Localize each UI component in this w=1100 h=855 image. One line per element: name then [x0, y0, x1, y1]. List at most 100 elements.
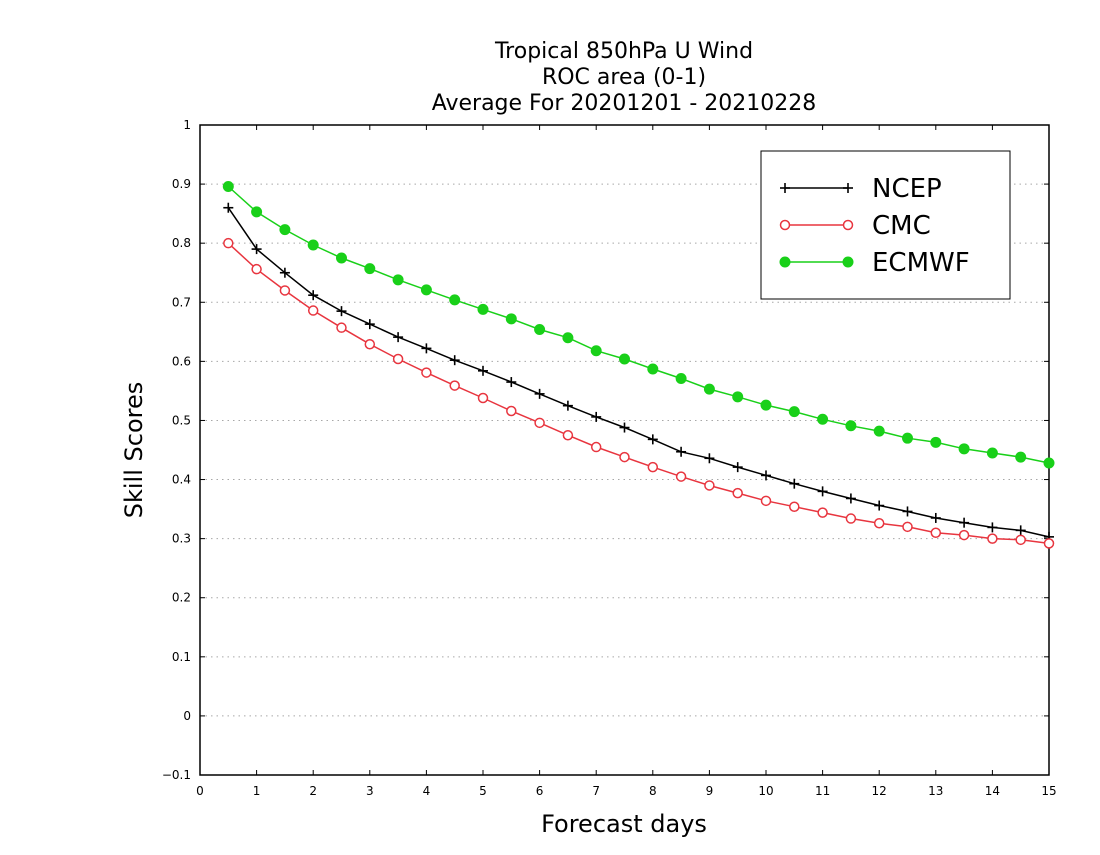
y-tick-label: 0.9: [172, 177, 191, 191]
legend-box: [760, 150, 1011, 300]
x-tick-label: 3: [366, 784, 374, 798]
data-point: [392, 274, 404, 286]
data-point: [421, 343, 432, 354]
data-point: [222, 180, 234, 192]
y-tick-label: 0.2: [172, 591, 191, 605]
data-point: [534, 417, 545, 429]
data-point: [307, 305, 319, 316]
data-point: [987, 533, 998, 544]
data-point: [619, 422, 630, 433]
data-point: [279, 285, 291, 296]
data-point: [251, 244, 262, 255]
data-point: [392, 353, 404, 365]
y-tick-label: −0.1: [162, 768, 191, 782]
data-point: [364, 319, 375, 330]
x-tick-label: 9: [706, 784, 714, 798]
data-point: [562, 332, 574, 344]
data-point: [619, 353, 630, 365]
x-tick-label: 7: [592, 784, 600, 798]
y-tick-label: 0.7: [172, 295, 191, 309]
legend-item-ecmwf: ECMWF: [779, 248, 970, 278]
data-point: [421, 367, 432, 378]
y-tick-label: 0.6: [172, 354, 191, 368]
data-point: [845, 493, 856, 504]
data-point: [732, 487, 743, 499]
data-point: [647, 434, 658, 445]
data-point: [364, 263, 376, 275]
data-point: [534, 323, 546, 335]
data-point: [336, 322, 347, 333]
y-tick-label: 0: [183, 709, 191, 723]
series-cmc: [223, 237, 1055, 549]
data-point: [647, 461, 659, 473]
data-point: [789, 501, 800, 512]
x-tick-label: 11: [815, 784, 830, 798]
x-tick-label: 6: [536, 784, 544, 798]
y-tick-label: 0.5: [172, 413, 191, 427]
data-point: [505, 313, 517, 325]
data-point: [732, 462, 743, 473]
data-point: [506, 377, 517, 388]
data-point: [279, 267, 290, 278]
x-tick-label: 10: [758, 784, 773, 798]
y-axis-label: Skill Scores: [120, 382, 148, 519]
data-point: [958, 529, 970, 541]
data-point: [675, 471, 687, 482]
data-point: [676, 446, 687, 457]
data-point: [930, 512, 941, 523]
data-point: [930, 436, 942, 448]
data-point: [902, 432, 913, 444]
legend-label: NCEP: [872, 174, 942, 204]
data-point: [393, 332, 404, 343]
x-tick-label: 1: [253, 784, 261, 798]
y-tick-label: 1: [183, 118, 191, 132]
x-tick-label: 0: [196, 784, 204, 798]
data-point: [1015, 451, 1027, 463]
chart-title-line-2: Average For 20201201 - 20210228: [432, 91, 817, 116]
data-point: [760, 399, 772, 411]
data-point: [619, 451, 630, 463]
data-point: [336, 252, 347, 264]
data-point: [223, 237, 234, 249]
plot-frame: [199, 124, 1050, 776]
x-tick-label: 4: [423, 784, 431, 798]
data-point: [1015, 534, 1026, 546]
data-point: [675, 373, 687, 384]
data-point: [562, 400, 573, 411]
data-point: [704, 453, 715, 464]
y-tick-label: 0.4: [172, 473, 191, 487]
legend-item-ncep: NCEP: [780, 174, 942, 204]
data-point: [251, 206, 263, 218]
data-point: [703, 383, 715, 395]
x-tick-label: 15: [1041, 784, 1056, 798]
data-point: [761, 470, 771, 481]
data-point: [562, 429, 574, 441]
data-point: [506, 405, 517, 417]
x-tick-label: 13: [928, 784, 943, 798]
data-point: [1043, 538, 1055, 549]
legend-marker: [842, 219, 854, 231]
y-tick-label: 0.3: [172, 532, 191, 546]
legend-item-cmc: CMC: [779, 211, 931, 241]
data-point: [590, 441, 602, 453]
chart-title-line-0: Tropical 850hPa U Wind: [494, 39, 753, 64]
data-point: [817, 507, 828, 518]
data-point: [1043, 457, 1055, 469]
data-point: [1015, 525, 1026, 536]
data-point: [902, 521, 913, 533]
series-line-ncep: [227, 207, 1050, 538]
legend-marker: [843, 183, 853, 193]
data-point: [817, 486, 828, 497]
y-axis: −0.1 0 0.1 0.2 0.3 0.4 0.5 0.6 0.7 0.8 0.9 1: [162, 118, 1049, 782]
data-point: [449, 355, 460, 366]
data-point: [449, 380, 460, 391]
data-point: [307, 239, 319, 251]
data-point: [789, 478, 800, 489]
data-point: [959, 517, 970, 528]
data-point: [873, 518, 885, 529]
legend-label: ECMWF: [872, 248, 970, 278]
data-point: [760, 495, 772, 507]
data-point: [279, 224, 291, 236]
data-point: [845, 513, 857, 524]
